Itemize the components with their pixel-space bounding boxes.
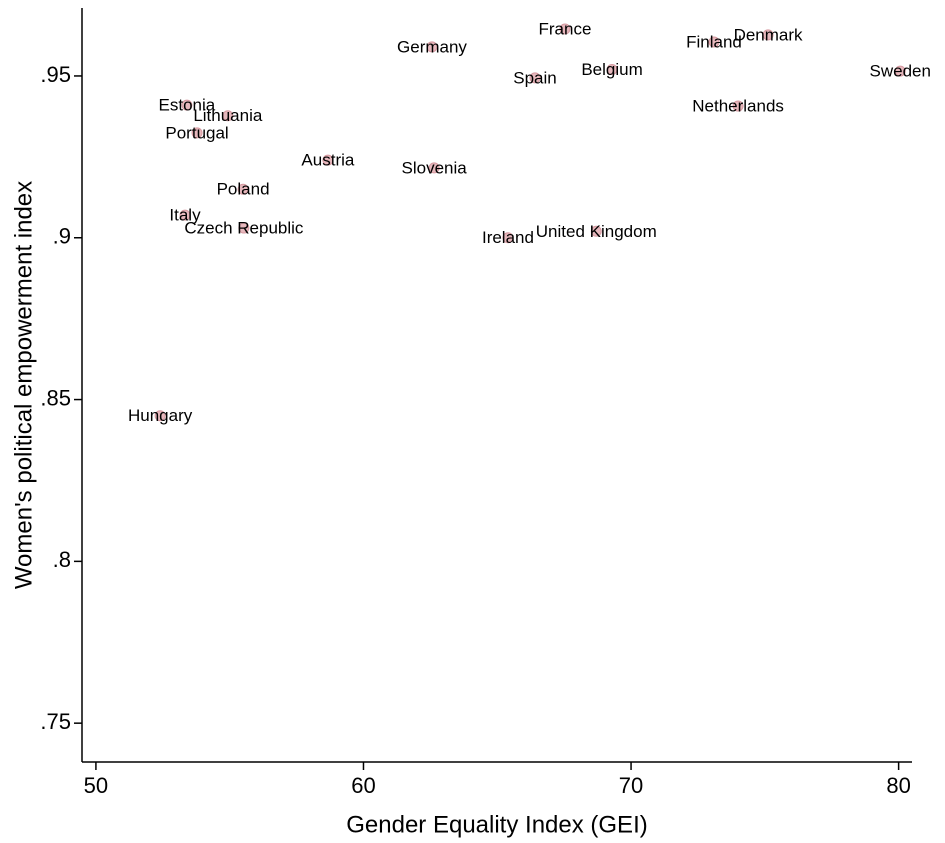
point-label: Finland <box>686 32 742 51</box>
point-label: Hungary <box>128 406 193 425</box>
point-label: Lithuania <box>193 106 263 125</box>
point-label: United Kingdom <box>536 222 657 241</box>
point-label: Portugal <box>165 123 228 142</box>
point-label: Ireland <box>482 228 534 247</box>
point-label: Czech Republic <box>184 219 304 238</box>
point <box>732 100 744 112</box>
x-tick-label: 60 <box>351 773 375 798</box>
point <box>181 99 193 111</box>
point <box>606 63 618 75</box>
point <box>529 72 541 84</box>
point <box>762 29 774 41</box>
y-tick-label: .8 <box>53 547 71 572</box>
point-label: Germany <box>397 37 467 56</box>
point-label: Italy <box>169 206 201 225</box>
point <box>428 162 440 174</box>
y-tick-label: .75 <box>40 709 71 734</box>
point-label: Denmark <box>734 25 803 44</box>
point-label: Austria <box>301 151 354 170</box>
point <box>238 222 250 234</box>
point <box>222 110 234 122</box>
point-label: Slovenia <box>402 158 468 177</box>
point <box>154 410 166 422</box>
point <box>426 41 438 53</box>
point <box>179 209 191 221</box>
point <box>237 183 249 195</box>
point-label: Sweden <box>870 62 931 81</box>
point-label: France <box>539 20 592 39</box>
point <box>590 225 602 237</box>
point <box>559 23 571 35</box>
x-tick-label: 70 <box>619 773 643 798</box>
point-label: Poland <box>217 180 270 199</box>
x-tick-label: 50 <box>84 773 108 798</box>
point <box>894 65 906 77</box>
point <box>502 232 514 244</box>
point-label: Spain <box>513 68 556 87</box>
y-tick-label: .95 <box>40 62 71 87</box>
y-tick-label: .9 <box>53 224 71 249</box>
y-axis-title: Women's political empowerment index <box>10 181 37 589</box>
point <box>708 36 720 48</box>
x-axis-title: Gender Equality Index (GEI) <box>346 811 647 838</box>
y-tick-label: .85 <box>40 385 71 410</box>
x-tick-label: 80 <box>886 773 910 798</box>
point-label: Belgium <box>581 60 642 79</box>
point-label: Estonia <box>159 96 216 115</box>
point-label: Netherlands <box>692 97 784 116</box>
point <box>191 127 203 139</box>
point <box>322 154 334 166</box>
